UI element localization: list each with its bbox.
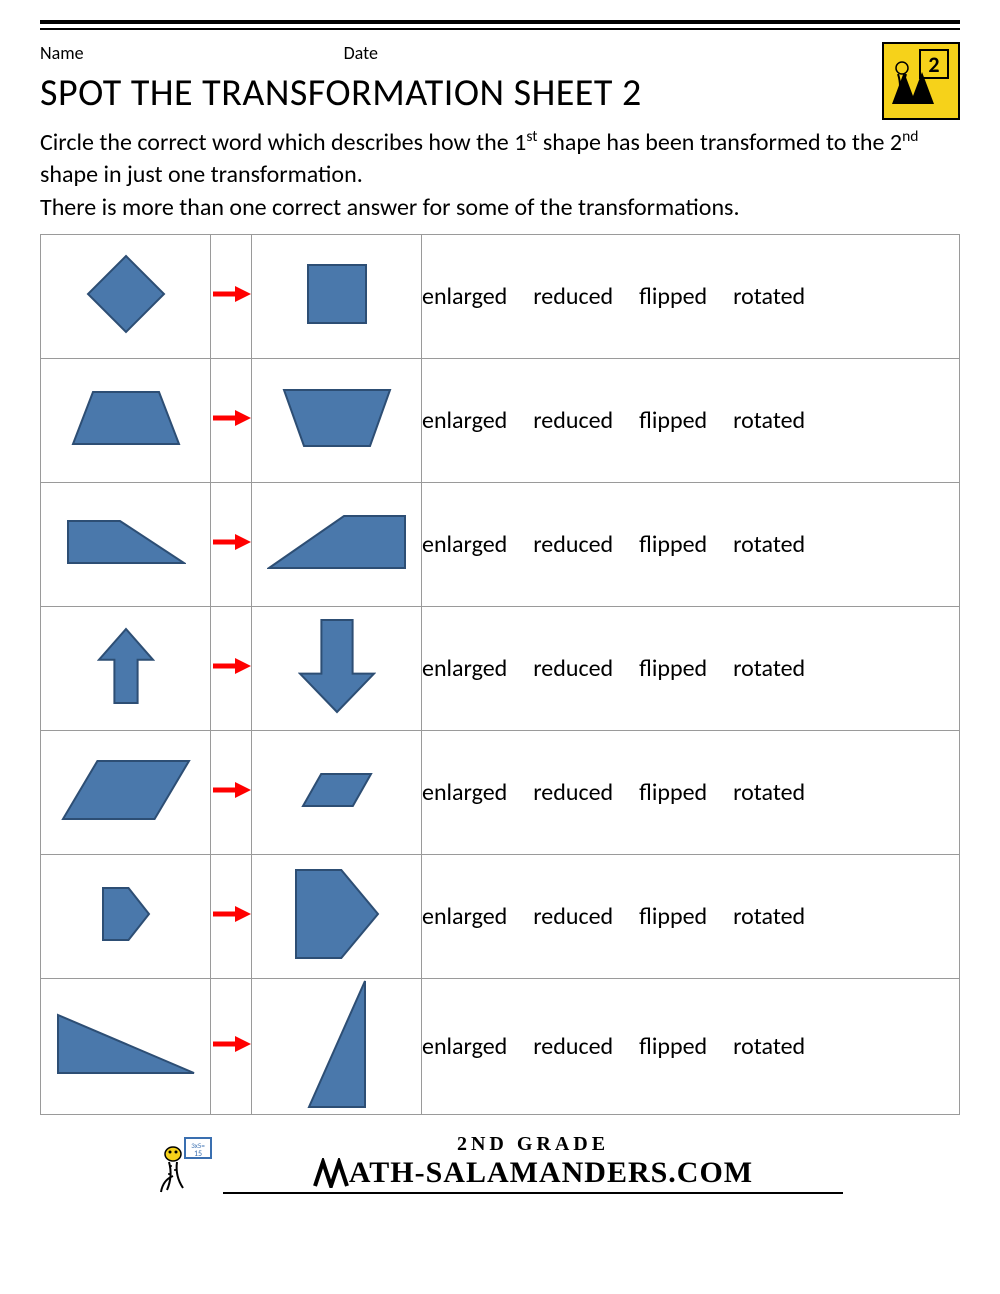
arrow-icon — [211, 731, 252, 855]
option-rotated[interactable]: rotated — [733, 1032, 805, 1061]
shape-after — [252, 855, 422, 979]
option-reduced[interactable]: reduced — [533, 1032, 613, 1061]
option-enlarged[interactable]: enlarged — [422, 654, 507, 683]
option-flipped[interactable]: flipped — [639, 406, 707, 435]
answer-options: enlarged reduced flipped rotated — [422, 731, 960, 855]
option-rotated[interactable]: rotated — [733, 654, 805, 683]
option-rotated[interactable]: rotated — [733, 778, 805, 807]
option-enlarged[interactable]: enlarged — [422, 778, 507, 807]
instructions: Circle the correct word which describes … — [40, 126, 960, 224]
svg-text:15: 15 — [194, 1149, 202, 1159]
arrow-icon — [211, 979, 252, 1115]
name-label: Name — [40, 42, 84, 64]
option-reduced[interactable]: reduced — [533, 654, 613, 683]
option-reduced[interactable]: reduced — [533, 406, 613, 435]
table-row: enlarged reduced flipped rotated — [41, 855, 960, 979]
option-enlarged[interactable]: enlarged — [422, 282, 507, 311]
arrow-icon — [211, 855, 252, 979]
footer: 3x5= 15 2ND GRADE ATH-SALAMANDERS.COM — [40, 1133, 960, 1199]
table-row: enlarged reduced flipped rotated — [41, 979, 960, 1115]
shape-after — [252, 979, 422, 1115]
arrow-icon — [211, 607, 252, 731]
footer-site: ATH-SALAMANDERS.COM — [349, 1156, 753, 1189]
table-row: enlarged reduced flipped rotated — [41, 483, 960, 607]
shape-after — [252, 483, 422, 607]
shape-before — [41, 731, 211, 855]
option-flipped[interactable]: flipped — [639, 1032, 707, 1061]
option-rotated[interactable]: rotated — [733, 530, 805, 559]
option-reduced[interactable]: reduced — [533, 530, 613, 559]
worksheet-table: enlarged reduced flipped rotated enlarged re… — [40, 234, 960, 1115]
date-label: Date — [344, 42, 378, 64]
salamander-icon: 3x5= 15 — [157, 1136, 217, 1194]
answer-options: enlarged reduced flipped rotated — [422, 979, 960, 1115]
answer-options: enlarged reduced flipped rotated — [422, 359, 960, 483]
grade-logo: 2 — [882, 42, 960, 120]
arrow-icon — [211, 359, 252, 483]
option-flipped[interactable]: flipped — [639, 778, 707, 807]
option-reduced[interactable]: reduced — [533, 282, 613, 311]
shape-before — [41, 359, 211, 483]
table-row: enlarged reduced flipped rotated — [41, 607, 960, 731]
shape-before — [41, 607, 211, 731]
option-flipped[interactable]: flipped — [639, 530, 707, 559]
option-flipped[interactable]: flipped — [639, 902, 707, 931]
table-row: enlarged reduced flipped rotated — [41, 235, 960, 359]
option-reduced[interactable]: reduced — [533, 902, 613, 931]
arrow-icon — [211, 483, 252, 607]
option-enlarged[interactable]: enlarged — [422, 530, 507, 559]
answer-options: enlarged reduced flipped rotated — [422, 607, 960, 731]
footer-grade: 2ND GRADE — [223, 1133, 843, 1156]
option-flipped[interactable]: flipped — [639, 282, 707, 311]
shape-before — [41, 483, 211, 607]
shape-after — [252, 359, 422, 483]
table-row: enlarged reduced flipped rotated — [41, 359, 960, 483]
option-enlarged[interactable]: enlarged — [422, 902, 507, 931]
arrow-icon — [211, 235, 252, 359]
shape-before — [41, 979, 211, 1115]
option-enlarged[interactable]: enlarged — [422, 406, 507, 435]
m-icon — [313, 1158, 349, 1188]
answer-options: enlarged reduced flipped rotated — [422, 483, 960, 607]
table-row: enlarged reduced flipped rotated — [41, 731, 960, 855]
option-flipped[interactable]: flipped — [639, 654, 707, 683]
shape-after — [252, 731, 422, 855]
svg-text:2: 2 — [928, 51, 939, 78]
shape-before — [41, 235, 211, 359]
option-rotated[interactable]: rotated — [733, 282, 805, 311]
shape-before — [41, 855, 211, 979]
answer-options: enlarged reduced flipped rotated — [422, 235, 960, 359]
answer-options: enlarged reduced flipped rotated — [422, 855, 960, 979]
shape-after — [252, 235, 422, 359]
option-reduced[interactable]: reduced — [533, 778, 613, 807]
page-title: SPOT THE TRANSFORMATION SHEET 2 — [40, 70, 882, 116]
shape-after — [252, 607, 422, 731]
option-rotated[interactable]: rotated — [733, 902, 805, 931]
option-rotated[interactable]: rotated — [733, 406, 805, 435]
option-enlarged[interactable]: enlarged — [422, 1032, 507, 1061]
